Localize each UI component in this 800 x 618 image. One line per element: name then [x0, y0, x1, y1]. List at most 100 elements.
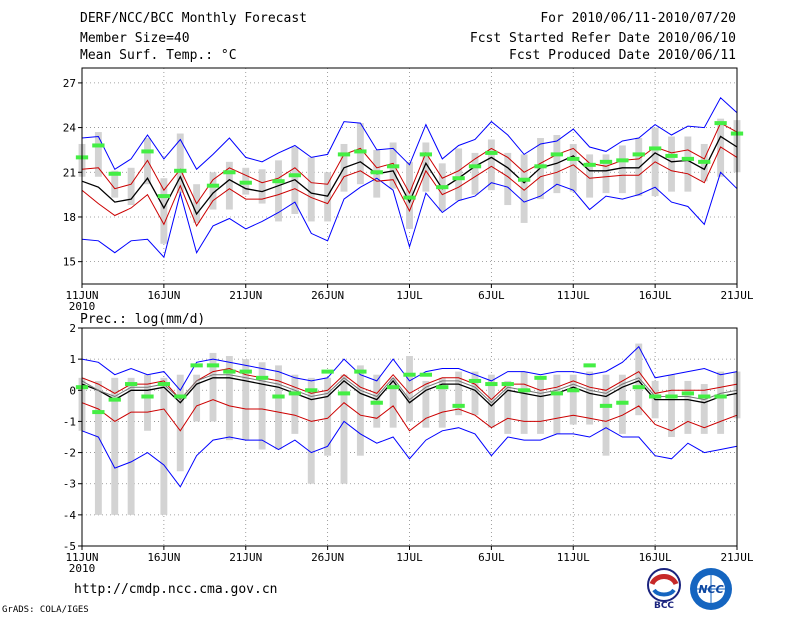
observation-marker	[92, 143, 105, 148]
observation-marker	[616, 158, 629, 163]
spread-bar	[586, 154, 594, 198]
x-year-label: 2010	[69, 300, 96, 313]
x-tick-label: 16JUL	[639, 551, 672, 564]
spread-bar	[160, 178, 168, 244]
observation-marker	[517, 177, 531, 182]
spread-bar	[471, 371, 479, 416]
observation-marker	[174, 394, 187, 399]
spread-bar	[144, 374, 151, 431]
website-url[interactable]: http://cmdp.ncc.cma.gov.cn	[74, 582, 278, 597]
x-tick-label: 21JUN	[229, 289, 262, 302]
y-tick-label: 1	[69, 353, 76, 366]
observation-marker	[239, 369, 252, 374]
series-line-spread_lo	[81, 146, 738, 227]
spread-bar	[307, 157, 315, 222]
observation-marker	[567, 388, 580, 393]
observation-marker	[239, 180, 252, 185]
spread-bar	[176, 374, 184, 472]
observation-marker	[370, 170, 383, 175]
observation-marker	[436, 185, 449, 190]
y-tick-label: -1	[63, 415, 76, 428]
spread-bar	[406, 161, 413, 229]
x-tick-label: 11JUN	[65, 289, 98, 302]
observation-marker	[321, 369, 334, 374]
spread-bar	[111, 170, 119, 198]
observation-marker	[255, 375, 269, 380]
chart-panel-1: 15 18 21 24 27 11JUN 16JUN 21JUN 26JUN 1JUL 6JUL 11…	[63, 67, 754, 313]
spread-bar	[225, 161, 233, 210]
observation-marker	[141, 149, 154, 154]
x-tick-label: 16JUL	[639, 289, 672, 302]
observation-marker	[157, 382, 171, 387]
x-tick-label: 11JUL	[557, 289, 590, 302]
observation-marker	[272, 179, 285, 184]
spread-bar	[160, 377, 168, 515]
y-tick-label: 15	[63, 256, 76, 269]
spread-bar	[307, 377, 315, 484]
series-line-upper	[81, 97, 738, 171]
spread-bar	[569, 143, 577, 192]
x-tick-label: 21JUL	[720, 289, 753, 302]
y-tick-label: -4	[63, 509, 77, 522]
observation-marker	[386, 164, 400, 169]
x-tick-label: 16JUN	[147, 551, 180, 564]
spread-bar	[668, 136, 675, 192]
x-tick-label: 11JUN	[65, 551, 98, 564]
observation-marker	[419, 152, 433, 157]
spread-bar	[258, 169, 266, 204]
member-size-label: Member Size=40	[80, 31, 190, 46]
spread-bar	[209, 172, 217, 210]
spread-bar	[455, 371, 463, 416]
ncc-logo-text: NCC	[698, 583, 723, 596]
y-tick-label: 21	[63, 166, 76, 179]
spread-bar	[520, 154, 528, 223]
spread-bar	[602, 154, 610, 194]
observation-marker	[157, 194, 171, 199]
series-line-max	[81, 171, 738, 259]
observation-marker	[599, 159, 613, 164]
spread-bar	[127, 167, 135, 206]
observation-marker	[681, 156, 695, 161]
spread-bar	[438, 377, 446, 428]
spread-bar	[291, 374, 299, 434]
spread-bar	[324, 172, 332, 222]
observation-marker	[550, 391, 564, 396]
y-tick-label: 18	[63, 211, 76, 224]
spread-bar	[356, 365, 364, 456]
spread-bar	[684, 380, 692, 434]
observation-marker	[648, 146, 662, 151]
observation-marker	[714, 394, 727, 399]
fcst-started-date: Fcst Started Refer Date 2010/06/10	[469, 31, 736, 46]
observation-marker	[354, 149, 367, 154]
spread-bar	[668, 374, 675, 437]
observation-marker	[403, 372, 416, 377]
spread-bar	[635, 343, 643, 416]
observation-marker	[583, 363, 596, 368]
x-tick-label: 11JUL	[557, 551, 590, 564]
spread-bar	[553, 135, 561, 194]
y-tick-label: 2	[69, 322, 76, 335]
spread-bar	[193, 374, 201, 422]
spread-bar	[275, 160, 282, 222]
spread-bar	[225, 356, 233, 441]
x-year-label: 2010	[69, 562, 96, 575]
observation-marker	[632, 152, 645, 157]
x-tick-label: 1JUL	[396, 289, 423, 302]
observation-marker	[468, 378, 482, 383]
observation-marker	[419, 372, 433, 377]
spread-bar	[471, 152, 479, 195]
observation-marker	[108, 397, 121, 402]
spread-bar	[209, 352, 217, 422]
ncc-logo: NCC	[690, 568, 732, 610]
observation-marker	[534, 164, 547, 169]
observation-marker	[698, 394, 711, 399]
fcst-produced-date: Fcst Produced Date 2010/06/11	[509, 48, 736, 63]
variable-label: Mean Surf. Temp.: °C	[80, 48, 237, 63]
x-tick-label: 21JUN	[229, 551, 262, 564]
y-tick-label: -2	[63, 447, 76, 460]
spread-bar	[586, 371, 594, 425]
observation-marker	[550, 152, 564, 157]
observation-marker	[354, 369, 367, 374]
spread-bar	[324, 377, 332, 456]
